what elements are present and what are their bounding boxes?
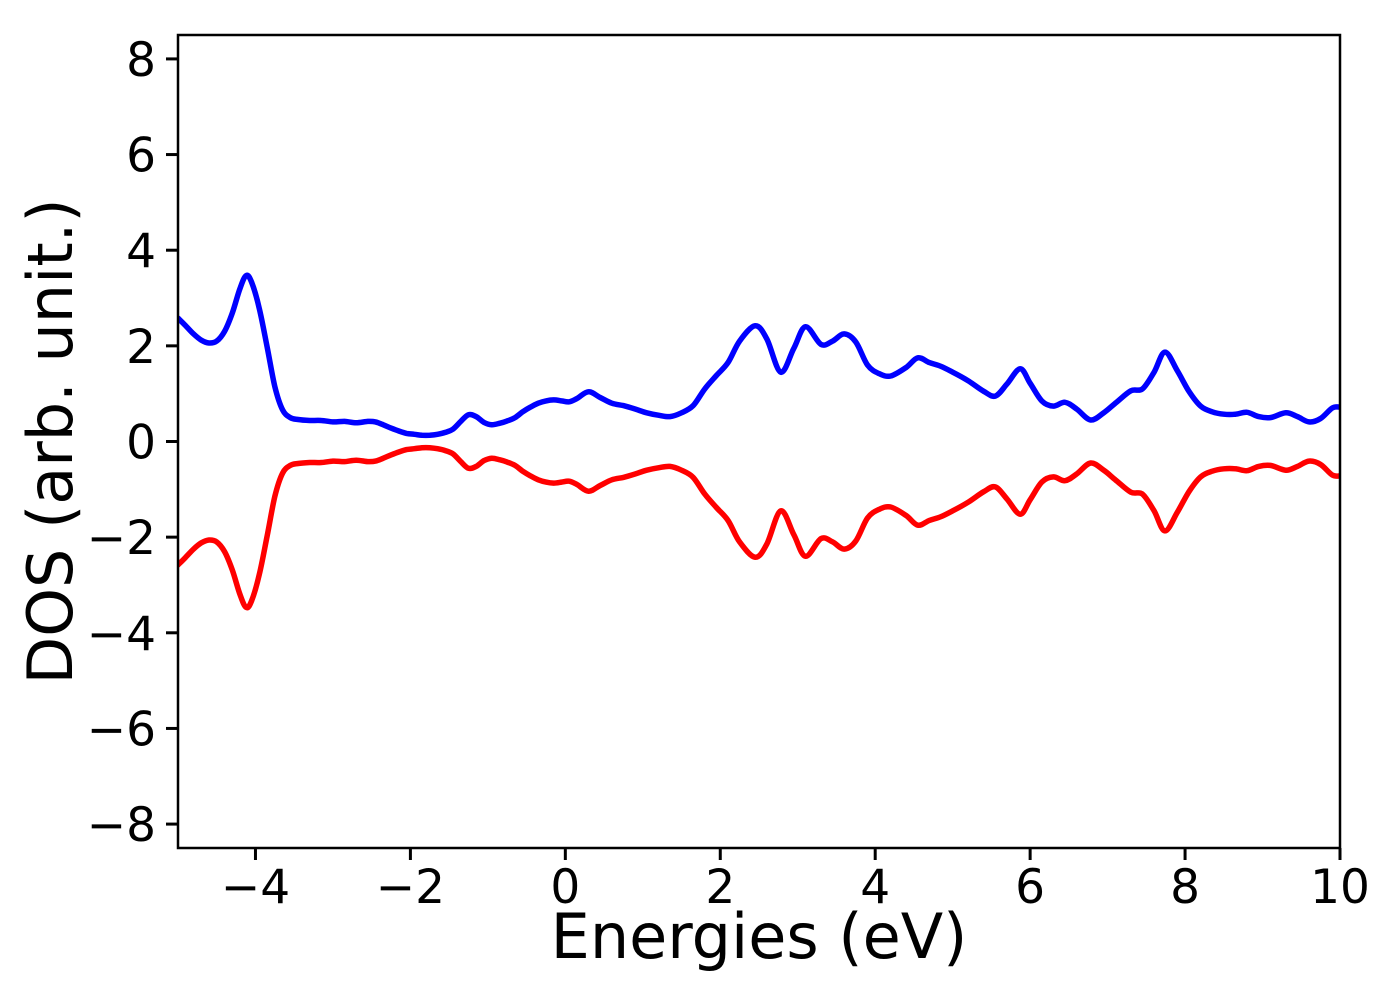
x-axis-ticks: −4 −2 0 2 4 6 8 10 (221, 848, 1370, 915)
y-tick-label: −2 (87, 511, 156, 566)
x-tick-label: 2 (705, 860, 735, 915)
x-tick-label: 10 (1310, 860, 1370, 915)
y-tick-label: 0 (126, 416, 156, 471)
axes-frame (176, 33, 1342, 850)
y-axis-ticks: −8 −6 −4 −2 0 2 4 6 8 (87, 33, 178, 853)
y-tick-label: 6 (126, 129, 156, 184)
x-tick-label: 0 (550, 860, 580, 915)
x-axis-label: Energies (eV) (551, 900, 968, 973)
y-tick-label: 2 (126, 320, 156, 375)
x-tick-label: 6 (1015, 860, 1045, 915)
series-lines (178, 272, 1340, 611)
x-tick-label: −2 (376, 860, 445, 915)
spin-up-curve (178, 272, 1340, 439)
y-tick-label: 4 (126, 224, 156, 279)
y-tick-label: −8 (87, 798, 156, 853)
y-tick-label: −4 (87, 607, 156, 662)
x-tick-label: 8 (1170, 860, 1200, 915)
spin-down-curve (178, 444, 1340, 611)
y-tick-label: 8 (126, 33, 156, 88)
x-tick-label: −4 (221, 860, 290, 915)
x-tick-label: 4 (860, 860, 890, 915)
y-tick-label: −6 (87, 702, 156, 757)
y-axis-label: DOS (arb. unit.) (14, 198, 87, 684)
